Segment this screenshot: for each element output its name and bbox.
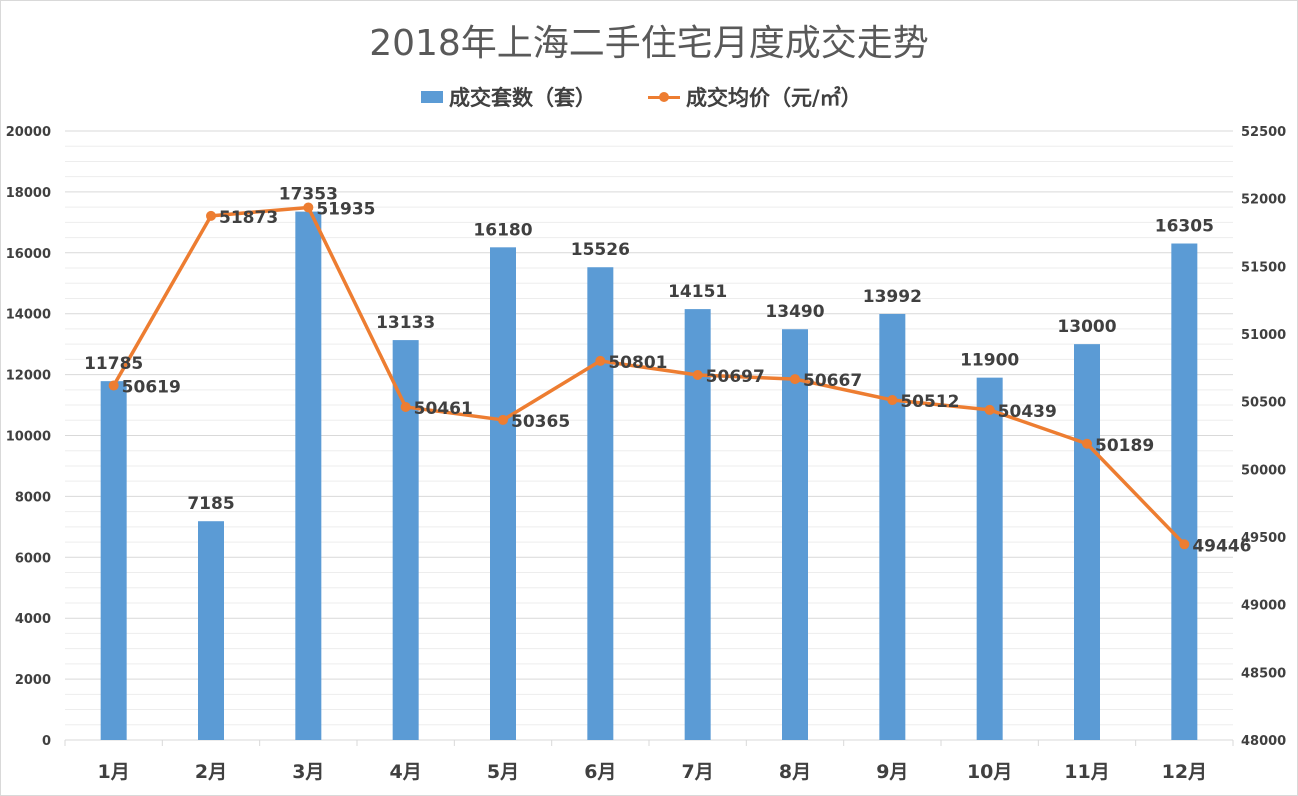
bar-5 <box>490 247 516 740</box>
left-axis-tick-label: 18000 <box>6 186 51 201</box>
line-data-label: 49446 <box>1192 536 1251 556</box>
line-data-label: 50697 <box>706 367 765 387</box>
bar-12 <box>1171 243 1198 740</box>
left-axis-tick-label: 0 <box>42 734 51 749</box>
x-axis-category-label: 7月 <box>682 761 714 783</box>
right-axis-tick-label: 48000 <box>1241 734 1286 749</box>
bar-data-label: 11785 <box>84 354 143 374</box>
right-axis-tick-label: 52500 <box>1241 125 1286 140</box>
bar-data-label: 13133 <box>376 313 435 333</box>
bar-2 <box>198 521 224 740</box>
line-point-11 <box>1082 438 1092 449</box>
line-point-3 <box>303 202 314 213</box>
bar-data-label: 13490 <box>765 302 824 322</box>
bar-8 <box>782 329 808 740</box>
legend-line-swatch <box>648 91 680 103</box>
x-axis-category-label: 3月 <box>292 761 324 783</box>
legend-label-line-series: 成交均价（元/㎡） <box>686 86 862 110</box>
line-data-label: 50512 <box>900 392 959 412</box>
bar-11 <box>1074 344 1100 740</box>
legend-item-bar-series: 成交套数（套） <box>421 82 596 112</box>
bar-data-label: 16180 <box>473 220 532 240</box>
line-point-4 <box>400 401 411 412</box>
right-axis-tick-label: 50500 <box>1241 396 1286 411</box>
bar-data-label: 17353 <box>279 185 338 205</box>
right-axis-tick-label: 52000 <box>1241 193 1286 208</box>
right-axis-tick-label: 48500 <box>1241 666 1286 681</box>
bar-data-label: 14151 <box>668 282 727 302</box>
bar-data-label: 11900 <box>960 351 1019 371</box>
left-axis-tick-label: 12000 <box>6 369 51 384</box>
line-data-label: 50365 <box>511 412 570 432</box>
x-axis-category-label: 11月 <box>1064 761 1109 783</box>
x-axis-category-label: 12月 <box>1162 761 1207 783</box>
x-axis-category-label: 8月 <box>779 761 811 783</box>
line-point-10 <box>984 404 995 415</box>
line-point-7 <box>692 370 703 381</box>
right-axis-tick-label: 50000 <box>1241 463 1286 478</box>
left-axis-tick-label: 8000 <box>15 490 51 505</box>
bar-data-label: 15526 <box>571 240 630 260</box>
bar-9 <box>879 313 906 740</box>
line-point-9 <box>887 395 898 406</box>
line-series-path <box>112 205 1186 546</box>
chart-legend: 成交套数（套） 成交均价（元/㎡） <box>0 82 1298 112</box>
bar-data-label: 7185 <box>187 494 234 514</box>
line-data-label: 50439 <box>998 402 1057 422</box>
line-data-label: 50189 <box>1095 436 1154 456</box>
line-point-12 <box>1179 539 1190 550</box>
line-data-label: 50461 <box>414 399 473 419</box>
left-axis-tick-label: 2000 <box>15 673 51 688</box>
line-point-1 <box>108 380 119 391</box>
x-axis-category-label: 2月 <box>195 761 227 783</box>
line-data-label: 51873 <box>219 208 278 228</box>
left-axis-tick-label: 6000 <box>15 551 51 566</box>
left-axis-tick-label: 14000 <box>6 308 51 323</box>
right-axis-tick-label: 51000 <box>1241 328 1286 343</box>
chart-title: 2018年上海二手住宅月度成交走势 <box>369 23 929 64</box>
left-axis-tick-label: 20000 <box>6 125 51 140</box>
line-data-label: 50619 <box>122 378 181 398</box>
x-axis-category-label: 5月 <box>487 761 519 783</box>
bar-6 <box>587 267 614 740</box>
line-data-label: 50667 <box>803 371 862 391</box>
line-point-6 <box>595 355 606 366</box>
right-axis-tick-label: 49500 <box>1241 531 1286 546</box>
bar-data-label: 13992 <box>863 287 922 307</box>
x-axis-category-label: 9月 <box>876 761 908 783</box>
x-axis-category-label: 4月 <box>390 761 422 783</box>
legend-label-bar-series: 成交套数（套） <box>449 86 596 110</box>
right-axis-tick-label: 49000 <box>1241 599 1286 614</box>
line-point-5 <box>498 414 508 425</box>
line-data-label: 51935 <box>316 199 375 219</box>
bar-10 <box>976 377 1003 740</box>
line-point-2 <box>206 210 216 221</box>
left-axis-tick-label: 10000 <box>6 430 51 445</box>
x-axis-category-label: 1月 <box>98 761 130 783</box>
bar-7 <box>684 309 711 740</box>
line-point-8 <box>790 374 800 385</box>
bar-data-label: 13000 <box>1057 317 1116 337</box>
legend-item-line-series: 成交均价（元/㎡） <box>648 82 862 112</box>
bar-3 <box>295 211 322 741</box>
right-axis-tick-label: 51500 <box>1241 260 1286 275</box>
x-axis-category-label: 10月 <box>967 761 1012 783</box>
line-data-label: 50801 <box>608 353 667 373</box>
bar-data-label: 16305 <box>1155 217 1214 237</box>
legend-bar-swatch <box>421 91 443 103</box>
x-axis-category-label: 6月 <box>584 761 616 783</box>
left-axis-tick-label: 4000 <box>15 612 51 627</box>
bar-1 <box>100 381 127 740</box>
left-axis-tick-label: 16000 <box>6 247 51 262</box>
